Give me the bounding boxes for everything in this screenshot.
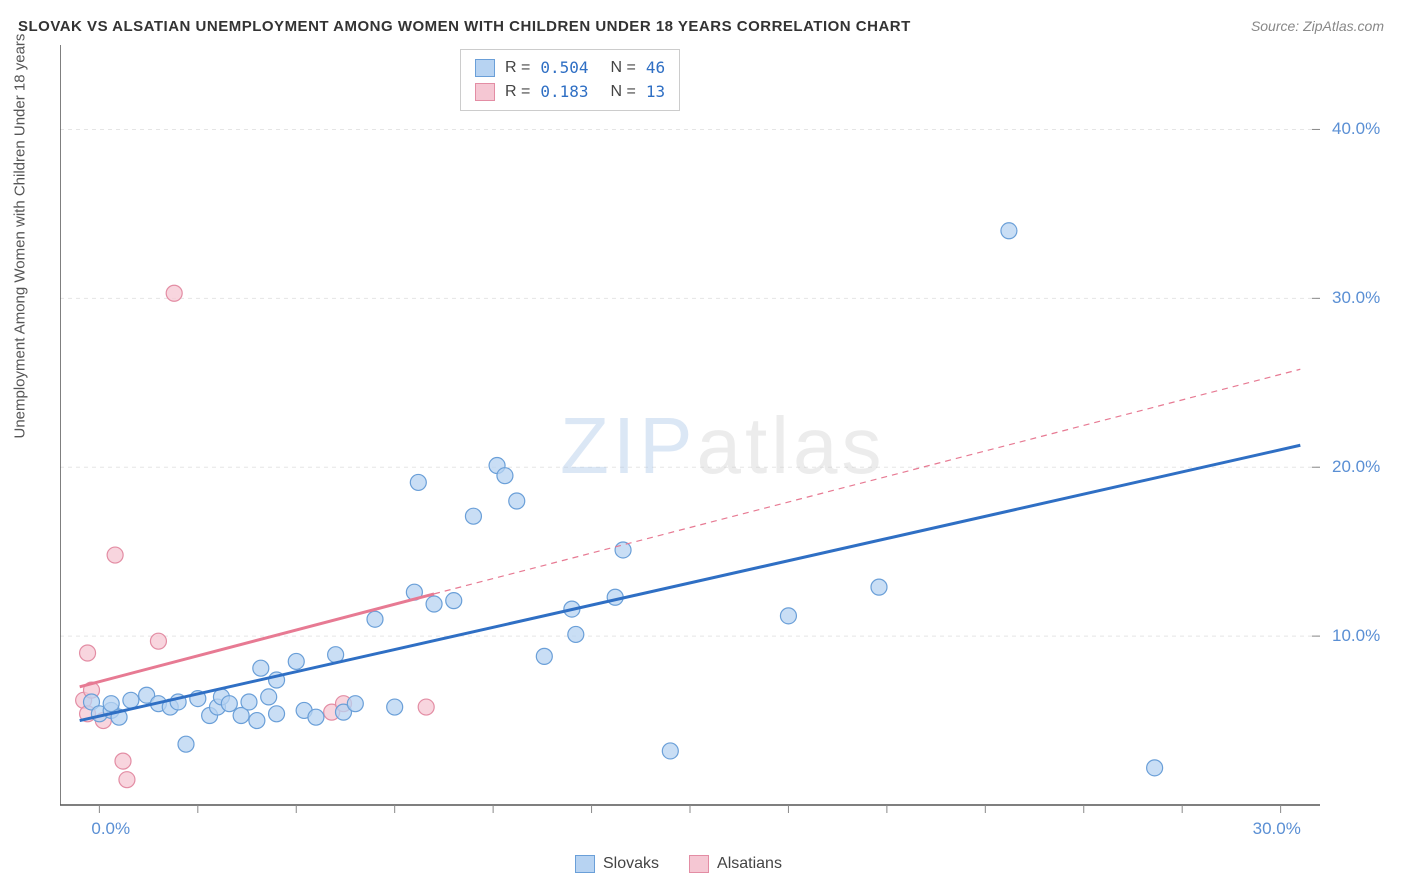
- stats-row-alsatians: R = 0.183 N = 13: [475, 80, 665, 104]
- y-tick-label: 40.0%: [1332, 119, 1380, 139]
- legend-item-alsatians: Alsatians: [689, 855, 782, 873]
- r-value-slovaks: 0.504: [540, 56, 588, 80]
- source-label: Source: ZipAtlas.com: [1251, 18, 1384, 34]
- y-tick-label: 30.0%: [1332, 288, 1380, 308]
- n-label: N =: [611, 80, 636, 104]
- r-label: R =: [505, 56, 530, 80]
- swatch-slovaks: [475, 59, 495, 77]
- swatch-alsatians: [689, 855, 709, 873]
- x-tick-label: 30.0%: [1253, 819, 1301, 839]
- stats-row-slovaks: R = 0.504 N = 46: [475, 56, 665, 80]
- y-axis-label: Unemployment Among Women with Children U…: [12, 34, 29, 439]
- n-label: N =: [611, 56, 636, 80]
- swatch-alsatians: [475, 83, 495, 101]
- y-tick-label: 20.0%: [1332, 457, 1380, 477]
- legend-item-slovaks: Slovaks: [575, 855, 659, 873]
- bottom-legend: Slovaks Alsatians: [575, 855, 782, 873]
- chart-svg: [60, 45, 1360, 835]
- n-value-slovaks: 46: [646, 56, 665, 80]
- r-value-alsatians: 0.183: [540, 80, 588, 104]
- x-tick-label: 0.0%: [91, 819, 130, 839]
- chart-container: SLOVAK VS ALSATIAN UNEMPLOYMENT AMONG WO…: [0, 0, 1406, 892]
- n-value-alsatians: 13: [646, 80, 665, 104]
- swatch-slovaks: [575, 855, 595, 873]
- y-tick-label: 10.0%: [1332, 626, 1380, 646]
- chart-title: SLOVAK VS ALSATIAN UNEMPLOYMENT AMONG WO…: [18, 18, 911, 35]
- plot-area: [60, 45, 1360, 835]
- r-label: R =: [505, 80, 530, 104]
- legend-label-slovaks: Slovaks: [603, 855, 659, 873]
- stats-legend: R = 0.504 N = 46 R = 0.183 N = 13: [460, 49, 680, 111]
- legend-label-alsatians: Alsatians: [717, 855, 782, 873]
